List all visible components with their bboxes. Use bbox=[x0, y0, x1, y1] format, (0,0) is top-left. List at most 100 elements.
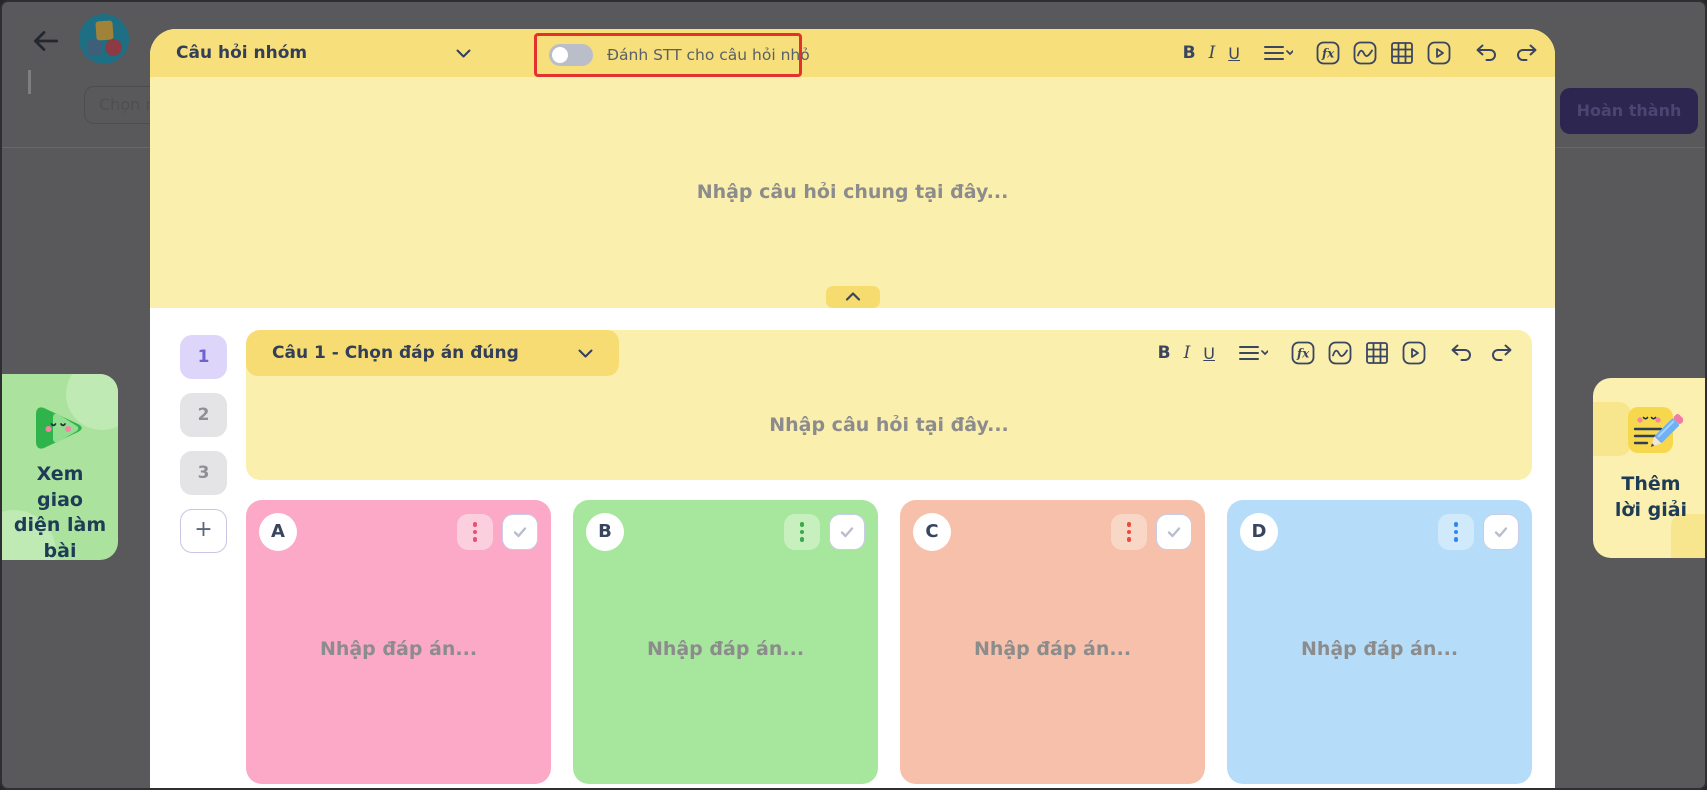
formula-icon: fx bbox=[1316, 41, 1340, 65]
svg-text:fx: fx bbox=[1321, 47, 1335, 61]
italic-button[interactable]: I bbox=[1208, 43, 1216, 63]
answer-menu-button[interactable] bbox=[1438, 514, 1474, 550]
question-toolbar: B I U fx bbox=[1158, 330, 1514, 376]
answer-card-header: B bbox=[573, 500, 878, 551]
correct-answer-checkbox[interactable] bbox=[502, 514, 538, 550]
answer-placeholder: Nhập đáp án... bbox=[973, 638, 1132, 660]
app-logo-avatar bbox=[79, 14, 129, 64]
undo-button[interactable] bbox=[1449, 341, 1475, 365]
underline-button[interactable]: U bbox=[1203, 343, 1215, 363]
image-icon bbox=[1328, 341, 1352, 365]
answer-placeholder: Nhập đáp án... bbox=[646, 638, 805, 660]
preview-exam-label: Xem giao diện làm bài bbox=[13, 463, 107, 560]
redo-button[interactable] bbox=[1488, 341, 1514, 365]
highlight-red-box: Đánh STT cho câu hỏi nhỏ bbox=[534, 33, 810, 77]
check-icon bbox=[840, 527, 854, 538]
answer-letter-badge: C bbox=[913, 513, 951, 551]
answer-card-header: A bbox=[246, 500, 551, 551]
image-icon bbox=[1353, 41, 1377, 65]
add-solution-button[interactable]: Thêm lời giải bbox=[1593, 378, 1705, 558]
decor-square bbox=[1671, 514, 1705, 558]
back-arrow-icon bbox=[34, 31, 59, 51]
answer-letter-badge: B bbox=[586, 513, 624, 551]
bold-button[interactable]: B bbox=[1182, 43, 1196, 63]
align-icon bbox=[1239, 346, 1268, 360]
correct-answer-checkbox[interactable] bbox=[829, 514, 865, 550]
answer-card-d[interactable]: D Nhập đáp án... bbox=[1227, 500, 1532, 784]
formula-button[interactable]: fx bbox=[1291, 341, 1315, 365]
answer-card-header: D bbox=[1227, 500, 1532, 551]
align-button[interactable] bbox=[1238, 342, 1268, 364]
italic-button[interactable]: I bbox=[1183, 343, 1191, 363]
table-button[interactable] bbox=[1365, 341, 1389, 365]
check-icon bbox=[1167, 527, 1181, 538]
check-icon bbox=[513, 527, 527, 538]
answer-menu-button[interactable] bbox=[457, 514, 493, 550]
tab-question-1[interactable]: 1 bbox=[180, 335, 227, 379]
collapse-button[interactable] bbox=[825, 286, 880, 308]
chevron-up-icon bbox=[845, 292, 860, 301]
group-toolbar: B I U fx bbox=[1183, 29, 1539, 77]
answer-menu-button[interactable] bbox=[1111, 514, 1147, 550]
question-editor-modal: Câu hỏi nhóm Đánh STT cho câu hỏi nhỏ B … bbox=[150, 29, 1555, 788]
video-button[interactable] bbox=[1402, 341, 1426, 365]
redo-button[interactable] bbox=[1513, 41, 1539, 65]
tab-question-2[interactable]: 2 bbox=[180, 393, 227, 437]
correct-answer-checkbox[interactable] bbox=[1156, 514, 1192, 550]
question-type-select[interactable]: Câu 1 - Chọn đáp án đúng bbox=[246, 330, 619, 376]
stt-numbering-toggle[interactable] bbox=[549, 44, 593, 66]
answer-letter-badge: A bbox=[259, 513, 297, 551]
decor-square bbox=[1593, 402, 1631, 456]
back-button[interactable] bbox=[28, 24, 62, 58]
answers-row: A Nhập đáp án... B bbox=[246, 500, 1532, 784]
answer-card-b[interactable]: B Nhập đáp án... bbox=[573, 500, 878, 784]
tab-question-3[interactable]: 3 bbox=[180, 451, 227, 495]
play-mascot-icon bbox=[28, 400, 92, 456]
chevron-down-icon bbox=[578, 349, 593, 358]
question-editor-panel[interactable]: Câu 1 - Chọn đáp án đúng B I U fx bbox=[246, 330, 1532, 480]
finish-button[interactable]: Hoàn thành bbox=[1560, 88, 1698, 134]
image-button[interactable] bbox=[1328, 341, 1352, 365]
align-icon bbox=[1264, 46, 1293, 60]
answer-placeholder: Nhập đáp án... bbox=[1300, 638, 1459, 660]
question-type-label: Câu 1 - Chọn đáp án đúng bbox=[272, 343, 519, 363]
chevron-down-icon bbox=[456, 49, 471, 58]
video-button[interactable] bbox=[1427, 41, 1451, 65]
undo-icon bbox=[1451, 344, 1471, 361]
undo-icon bbox=[1476, 44, 1496, 61]
question-placeholder: Nhập câu hỏi tại đây... bbox=[769, 414, 1009, 436]
image-button[interactable] bbox=[1353, 41, 1377, 65]
answer-card-c[interactable]: C Nhập đáp án... bbox=[900, 500, 1205, 784]
video-icon bbox=[1402, 341, 1426, 365]
correct-answer-checkbox[interactable] bbox=[1483, 514, 1519, 550]
logo-block-blue bbox=[88, 40, 101, 56]
redo-icon bbox=[1517, 44, 1537, 61]
add-question-button[interactable]: + bbox=[180, 509, 227, 553]
answer-card-a[interactable]: A Nhập đáp án... bbox=[246, 500, 551, 784]
underline-button[interactable]: U bbox=[1228, 43, 1240, 63]
stt-numbering-label: Đánh STT cho câu hỏi nhỏ bbox=[607, 46, 810, 64]
check-icon bbox=[1494, 527, 1508, 538]
answer-letter-badge: D bbox=[1240, 513, 1278, 551]
bold-button[interactable]: B bbox=[1157, 343, 1171, 363]
group-question-section[interactable]: Câu hỏi nhóm Đánh STT cho câu hỏi nhỏ B … bbox=[150, 29, 1555, 308]
toggle-knob bbox=[552, 47, 568, 63]
answer-placeholder: Nhập đáp án... bbox=[319, 638, 478, 660]
undo-button[interactable] bbox=[1474, 41, 1500, 65]
redo-icon bbox=[1492, 344, 1512, 361]
formula-icon: fx bbox=[1291, 341, 1315, 365]
note-pencil-icon bbox=[1619, 398, 1683, 462]
align-button[interactable] bbox=[1263, 42, 1293, 64]
group-type-label: Câu hỏi nhóm bbox=[176, 43, 308, 63]
table-icon bbox=[1391, 42, 1413, 64]
group-question-placeholder: Nhập câu hỏi chung tại đây... bbox=[696, 181, 1009, 203]
group-type-select[interactable]: Câu hỏi nhóm bbox=[150, 29, 490, 77]
logo-block-red bbox=[105, 39, 122, 56]
answer-menu-button[interactable] bbox=[784, 514, 820, 550]
video-icon bbox=[1427, 41, 1451, 65]
preview-exam-button[interactable]: Xem giao diện làm bài bbox=[2, 374, 118, 560]
answer-card-header: C bbox=[900, 500, 1205, 551]
table-button[interactable] bbox=[1390, 41, 1414, 65]
scrollbar-fragment bbox=[28, 70, 31, 94]
formula-button[interactable]: fx bbox=[1316, 41, 1340, 65]
